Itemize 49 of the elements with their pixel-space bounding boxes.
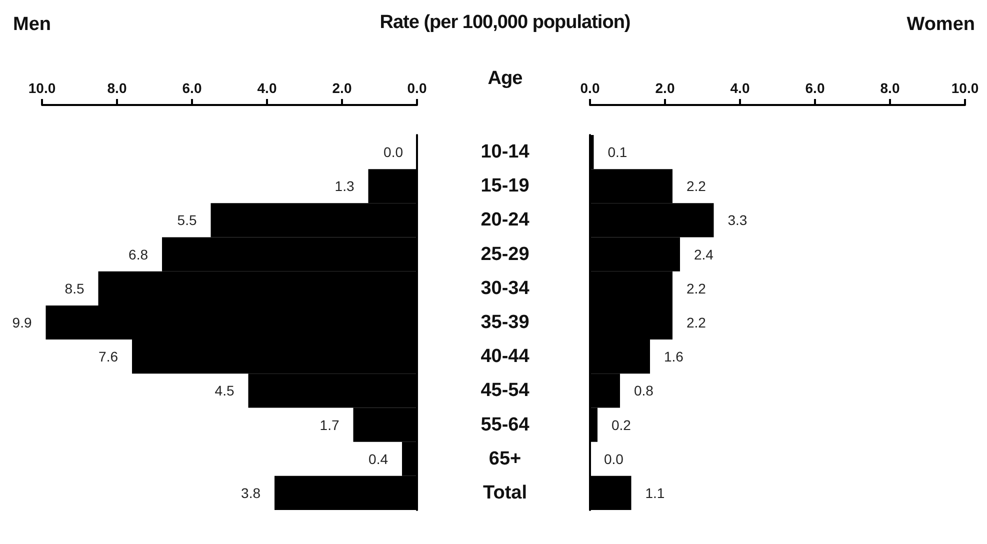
x-tick-label: 8.0 — [107, 80, 127, 96]
data-label: 5.5 — [177, 212, 197, 228]
data-label: 2.2 — [686, 314, 706, 330]
data-label: 0.0 — [384, 144, 404, 160]
y-axis-title: Age — [488, 68, 522, 90]
data-label: 0.2 — [612, 416, 632, 433]
data-label: 8.5 — [64, 280, 84, 296]
y-tick-label: 40-44 — [480, 346, 530, 368]
data-label: 9.9 — [12, 314, 32, 330]
data-label: 2.2 — [686, 280, 706, 296]
data-label: 6.8 — [128, 246, 148, 262]
x-tick-label: 8.0 — [880, 80, 900, 96]
y-tick-label: 20-24 — [480, 210, 530, 231]
y-tick-label: 25-29 — [480, 244, 530, 265]
x-tick-label: 6.0 — [182, 80, 202, 96]
data-label: 3.8 — [241, 484, 261, 501]
x-tick-label: 10.0 — [28, 80, 56, 96]
data-label: 2.2 — [686, 178, 706, 194]
y-tick-label: 45-54 — [480, 380, 530, 402]
data-label: 0.4 — [368, 450, 388, 467]
data-label: 2.4 — [694, 246, 714, 262]
data-label: 1.3 — [334, 178, 354, 194]
y-tick-label: Total — [483, 482, 527, 504]
x-tick-label: 10.0 — [951, 80, 979, 96]
x-tick-label: 2.0 — [332, 80, 352, 96]
y-tick-label: 15-19 — [480, 176, 530, 197]
y-tick-label: 55-64 — [480, 414, 530, 436]
y-tick-label: 30-34 — [480, 278, 530, 299]
data-label: 0.8 — [634, 382, 654, 399]
data-label: 0.1 — [608, 144, 628, 160]
data-label: 0.0 — [604, 450, 624, 467]
x-tick-label: 0.0 — [580, 80, 600, 96]
x-tick-label: 6.0 — [805, 80, 825, 96]
y-tick-label: 10-14 — [480, 142, 530, 163]
y-tick-label: 35-39 — [480, 312, 530, 333]
x-axis-title: Rate (per 100,000 population) — [380, 12, 630, 34]
x-tick-label: 0.0 — [407, 80, 427, 96]
data-label: 4.5 — [214, 382, 234, 399]
chart-title: Women — [906, 14, 975, 35]
y-tick-label: 65+ — [488, 448, 522, 470]
x-tick-label: 2.0 — [655, 80, 675, 96]
data-label: 1.7 — [320, 416, 340, 433]
data-label: 3.3 — [728, 212, 748, 228]
x-tick-label: 4.0 — [730, 80, 750, 96]
x-tick-label: 4.0 — [257, 80, 277, 96]
data-label: 1.1 — [645, 484, 665, 501]
chart-title: Men — [13, 14, 51, 35]
data-label: 1.6 — [664, 348, 684, 365]
data-label: 7.6 — [98, 348, 118, 365]
